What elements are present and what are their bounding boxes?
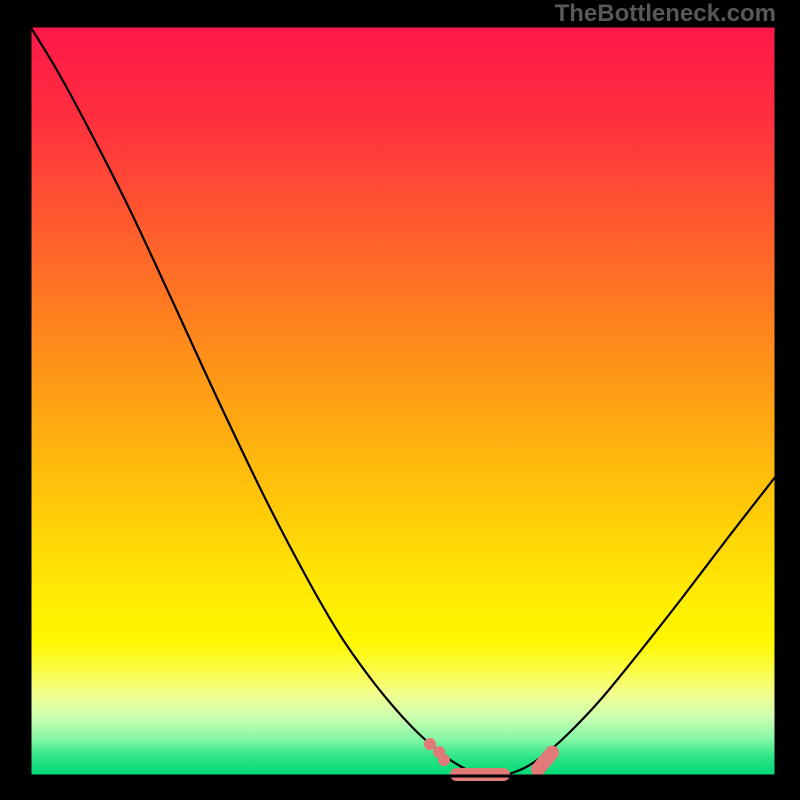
watermark-text: TheBottleneck.com <box>555 0 776 28</box>
chart-container: TheBottleneck.com <box>0 0 800 800</box>
plot-gradient-area <box>30 26 776 776</box>
